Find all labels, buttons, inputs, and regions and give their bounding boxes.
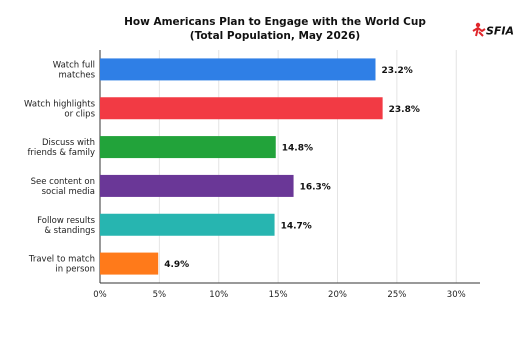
category-label: Watch highlights or clips (24, 99, 96, 119)
category-label-line: & standings (44, 226, 95, 236)
value-label: 4.9% (164, 260, 189, 270)
category-label-line: Watch highlights (24, 99, 96, 109)
category-labels: Watch full matches Watch highlights or clip… (24, 60, 96, 274)
bar (100, 136, 276, 159)
category-label-line: social media (42, 187, 95, 197)
category-label-line: in person (55, 265, 95, 275)
runner-icon (472, 22, 486, 37)
value-label: 14.8% (282, 144, 313, 154)
category-label-line: friends & family (27, 148, 95, 158)
x-tick-label: 30% (447, 290, 466, 300)
category-label-line: or clips (64, 109, 95, 119)
category-label-line: matches (58, 70, 95, 80)
sfia-logo: SFIA (472, 22, 514, 38)
chart-subtitle: (Total Population, May 2026) (189, 30, 361, 42)
x-tick-label: 0% (93, 290, 107, 300)
bar (100, 58, 376, 81)
x-tick-label: 15% (269, 290, 288, 300)
value-label: 23.2% (382, 66, 413, 76)
category-label-line: Travel to match (28, 255, 95, 265)
bars (100, 58, 383, 275)
value-label: 23.8% (389, 105, 420, 115)
bar (100, 213, 275, 236)
bar (100, 97, 383, 120)
category-label-line: Discuss with (42, 138, 95, 148)
logo-text: SFIA (486, 25, 514, 38)
category-label: Discuss with friends & family (27, 138, 95, 158)
category-label-line: Watch full (53, 60, 95, 70)
x-tick-label: 25% (387, 290, 406, 300)
category-label: Follow results & standings (37, 216, 95, 236)
x-tick-label: 5% (153, 290, 167, 300)
x-tick-label: 10% (209, 290, 228, 300)
bar (100, 252, 159, 275)
value-label: 14.7% (281, 221, 312, 231)
value-labels: 23.2% 23.8% 14.8% 16.3% 14.7% 4.9% (164, 66, 420, 270)
category-label: Travel to match in person (28, 255, 95, 275)
category-label-line: Follow results (37, 216, 95, 226)
bar (100, 174, 294, 197)
value-label: 16.3% (300, 182, 331, 192)
category-label-line: See content on (31, 177, 95, 187)
x-axis-ticks: 0% 5% 10% 15% 20% 25% 30% (93, 290, 465, 300)
category-label: See content on social media (31, 177, 95, 197)
category-label: Watch full matches (53, 60, 96, 80)
grid-lines (99, 50, 480, 284)
x-tick-label: 20% (328, 290, 347, 300)
chart-title: How Americans Plan to Engage with the Wo… (124, 16, 426, 28)
